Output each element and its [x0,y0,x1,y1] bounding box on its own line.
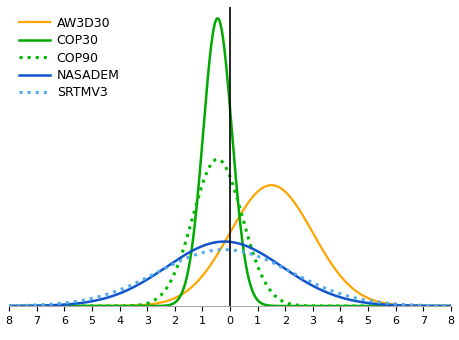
COP90 [175,261,181,266]
AW3D30 [438,304,444,308]
COP30 [175,297,181,301]
AW3D30 [175,294,181,298]
SRTMV3 [438,304,444,308]
Line: NASADEM: NASADEM [9,241,450,306]
COP30 [83,304,88,308]
COP90 [214,157,220,161]
SRTMV3 [221,248,227,252]
COP30 [195,194,200,198]
COP90 [6,304,12,308]
AW3D30 [83,304,88,308]
SRTMV3 [56,302,62,306]
SRTMV3 [391,302,397,306]
AW3D30 [391,303,397,307]
SRTMV3 [6,304,12,308]
SRTMV3 [447,304,453,308]
SRTMV3 [83,298,88,302]
COP90 [195,198,200,202]
COP90 [83,304,88,308]
NASADEM [6,304,12,308]
NASADEM [447,304,453,308]
COP90 [438,304,444,308]
COP30 [56,304,62,308]
COP30 [214,16,220,20]
AW3D30 [195,279,200,283]
NASADEM [83,300,88,304]
COP30 [438,304,444,308]
AW3D30 [447,304,453,308]
Legend: AW3D30, COP30, COP90, NASADEM, SRTMV3: AW3D30, COP30, COP90, NASADEM, SRTMV3 [16,13,123,103]
SRTMV3 [175,260,181,264]
NASADEM [221,239,227,243]
Line: COP90: COP90 [9,159,450,306]
COP30 [391,304,397,308]
COP30 [6,304,12,308]
Line: AW3D30: AW3D30 [9,185,450,306]
Line: COP30: COP30 [9,18,450,306]
AW3D30 [6,304,12,308]
COP90 [56,304,62,308]
AW3D30 [56,304,62,308]
COP90 [447,304,453,308]
NASADEM [438,304,444,308]
NASADEM [391,303,397,307]
COP30 [447,304,453,308]
NASADEM [56,303,62,307]
Line: SRTMV3: SRTMV3 [9,250,450,306]
COP90 [391,304,397,308]
NASADEM [175,257,181,261]
NASADEM [195,246,200,250]
AW3D30 [268,183,274,187]
SRTMV3 [195,252,200,256]
